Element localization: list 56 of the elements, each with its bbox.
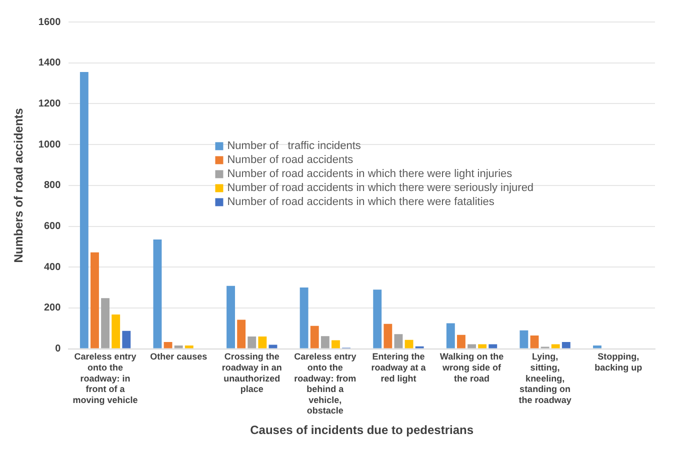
bar — [164, 342, 172, 348]
bar — [488, 344, 498, 348]
y-tick-label: 1000 — [38, 139, 62, 150]
bar — [404, 340, 414, 348]
bar — [153, 240, 162, 348]
bar — [562, 342, 570, 348]
legend-label: Number of traffic incidents — [227, 140, 362, 152]
x-axis-title: Causes of incidents due to pedestrians — [250, 423, 474, 438]
bar — [530, 336, 539, 348]
bar — [80, 72, 88, 348]
bar — [112, 314, 120, 348]
bar — [268, 344, 278, 348]
y-tick-label: 400 — [44, 262, 62, 273]
bar — [122, 330, 131, 348]
x-tick-label: Stopping, backing up — [594, 352, 643, 372]
legend-label: Number of road accidents — [227, 154, 354, 166]
x-tick-label: Crossing the roadway in an unauthorized place — [222, 352, 282, 394]
bar — [258, 336, 267, 348]
bar — [320, 336, 330, 348]
bar — [184, 346, 194, 348]
bar — [551, 344, 560, 348]
bar — [90, 252, 99, 348]
legend-label: Number of road accidents in which there were light injuries — [227, 168, 513, 180]
bar — [310, 326, 319, 348]
bar — [520, 330, 528, 348]
y-tick-label: 200 — [44, 302, 62, 314]
bar — [226, 286, 235, 348]
bar — [332, 340, 340, 348]
x-tick-label: Careless entry onto the roadway: in front of a moving vehicle — [72, 352, 138, 405]
y-tick-label: 1200 — [38, 98, 62, 110]
bar — [174, 346, 183, 348]
x-tick-label: Lying, sitting, kneeling, standing on the roadway — [518, 352, 572, 405]
bar — [384, 324, 392, 348]
bar — [101, 298, 110, 348]
bar — [468, 344, 476, 348]
bar — [593, 346, 602, 348]
bar — [446, 323, 455, 348]
bar — [248, 336, 256, 348]
y-tick-label: 1400 — [38, 58, 62, 69]
y-tick-label: 1600 — [38, 16, 62, 28]
x-tick-label: Other causes — [150, 352, 208, 362]
y-axis-title: Numbers of road accidents — [12, 108, 26, 263]
legend-label: Number of road accidents in which there were seriously injured — [227, 182, 534, 194]
bar — [456, 334, 466, 348]
bar — [373, 290, 382, 348]
y-tick-label: 800 — [44, 180, 62, 192]
y-tick-label: 0 — [55, 344, 62, 355]
y-tick-label: 600 — [44, 221, 62, 232]
bar — [237, 320, 246, 348]
x-tick-label: Careless entry onto the roadway: from behind a vehicle, obstacle — [294, 352, 356, 416]
bar — [394, 334, 403, 348]
bar — [300, 288, 308, 348]
x-tick-label: Walking on the wrong side of the road — [440, 352, 504, 384]
bar — [478, 344, 487, 348]
x-tick-label: Entering the roadway at a red light — [371, 352, 427, 384]
legend-label: Number of road accidents in which there were fatalities — [227, 196, 495, 208]
